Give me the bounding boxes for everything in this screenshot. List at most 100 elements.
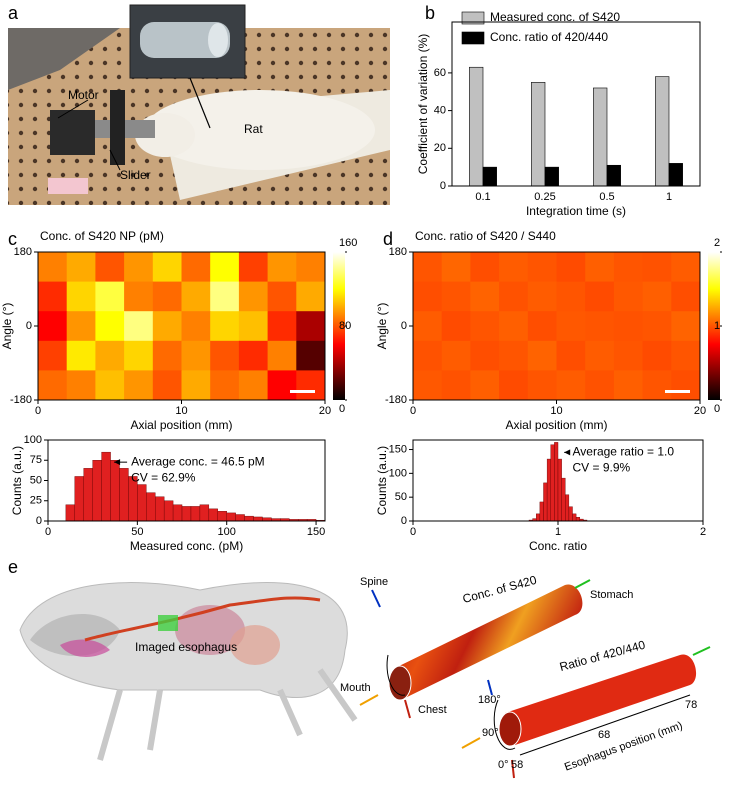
heat-cell [441,281,471,312]
x-axis-label: Integration time (s) [526,204,626,218]
heat-cell [66,340,96,371]
heat-cell [296,281,326,312]
histogram-bar [119,468,129,522]
histogram-bar [208,508,218,522]
x-tick-label: 0.5 [599,191,614,203]
heat-cell [124,311,154,342]
histogram-bar [568,506,573,522]
heat-cell [181,340,211,371]
heat-cell [556,311,586,342]
heat-cell [152,340,182,371]
illustration-title: Conc. of S420 [461,573,538,606]
chart-title: Conc. ratio of S420 / S440 [415,229,556,243]
heat-cell [556,340,586,371]
histogram-bar [557,458,562,522]
heat-cell [124,340,154,371]
heat-cell [152,370,182,401]
x-axis-label: Measured conc. (pM) [130,539,243,553]
heat-cell [210,311,240,342]
heat-cell [527,311,557,342]
y-tick-label: 0 [401,515,407,527]
heat-cell [527,252,557,283]
x-tick-label: 20 [694,405,706,417]
x-tick-label: 100 [218,526,236,538]
heat-cell [267,311,297,342]
y-axis-label: Angle (°) [0,303,14,350]
plot-frame [47,439,326,522]
heat-cell [585,281,615,312]
angle-label: 180° [478,694,501,706]
heat-cell [470,311,500,342]
histogram-bar [561,477,566,522]
colorbar-tick-label: 80 [339,320,351,332]
heat-cell [152,281,182,312]
heat-cell [470,252,500,283]
heat-cell [585,370,615,401]
panel-letter: b [425,3,435,23]
heat-cell [671,252,701,283]
histogram-bar [543,482,548,522]
heat-cell [556,370,586,401]
plot-frame [37,251,326,401]
colorbar [333,252,345,400]
colorbar-tick-label: 2 [714,237,720,249]
colorbar-tick-label: 0 [339,403,345,415]
panel-letter: d [383,229,393,249]
x-axis-label: Conc. ratio [529,539,587,553]
histogram-bar [244,515,254,522]
heat-cell [152,311,182,342]
photo-label: Slider [120,168,151,182]
heat-cell [296,252,326,283]
histogram-bar [536,513,541,522]
heat-cell [642,370,672,401]
histogram-bar [226,512,236,522]
plot-frame [412,439,704,522]
heat-cell [95,281,125,312]
x-tick-label: 150 [307,526,325,538]
x-tick-label: 50 [131,526,143,538]
heat-cell [66,252,96,283]
heat-cell [671,370,701,401]
histogram-bar [565,494,570,522]
annotation: Average conc. = 46.5 pM [131,454,265,468]
y-tick-label: 20 [434,142,446,154]
y-tick-label: 0 [26,320,32,332]
y-tick-label: 50 [395,491,407,503]
y-tick-label: 40 [434,105,446,117]
x-axis-label: Axial position (mm) [505,418,607,432]
arrow-head [114,459,121,466]
heat-cell [441,252,471,283]
bar [606,164,621,187]
illustration-axis-label: Esophagus position (mm) [563,720,684,774]
y-tick-label: 50 [30,474,42,486]
y-tick-label: 25 [30,495,42,507]
heat-cell [413,252,443,283]
histogram-bar [253,516,263,522]
heat-cell [238,340,269,371]
x-tick-label: 0 [45,526,51,538]
bar [544,166,559,187]
heat-cell [470,281,500,312]
heat-cell [671,311,701,342]
heat-cell [95,370,125,401]
heat-cell [296,370,326,401]
position-tick: 78 [685,699,697,711]
position-tick: 58 [511,759,523,771]
x-tick-label: 0.1 [475,191,490,203]
heat-cell [66,281,96,312]
y-tick-label: 180 [14,246,32,258]
bar [593,87,608,187]
x-tick-label: 2 [700,526,706,538]
x-tick-label: 1 [666,191,672,203]
heat-cell [556,281,586,312]
histogram-bar [110,460,120,522]
heat-cell [585,252,615,283]
legend-swatch [461,11,485,25]
y-tick-label: 0 [401,320,407,332]
x-tick-label: 0.25 [534,191,555,203]
heat-cell [413,340,443,371]
heat-cell [210,370,240,401]
heat-cell [238,311,269,342]
heat-cell [95,340,125,371]
scale-bar [290,390,315,393]
